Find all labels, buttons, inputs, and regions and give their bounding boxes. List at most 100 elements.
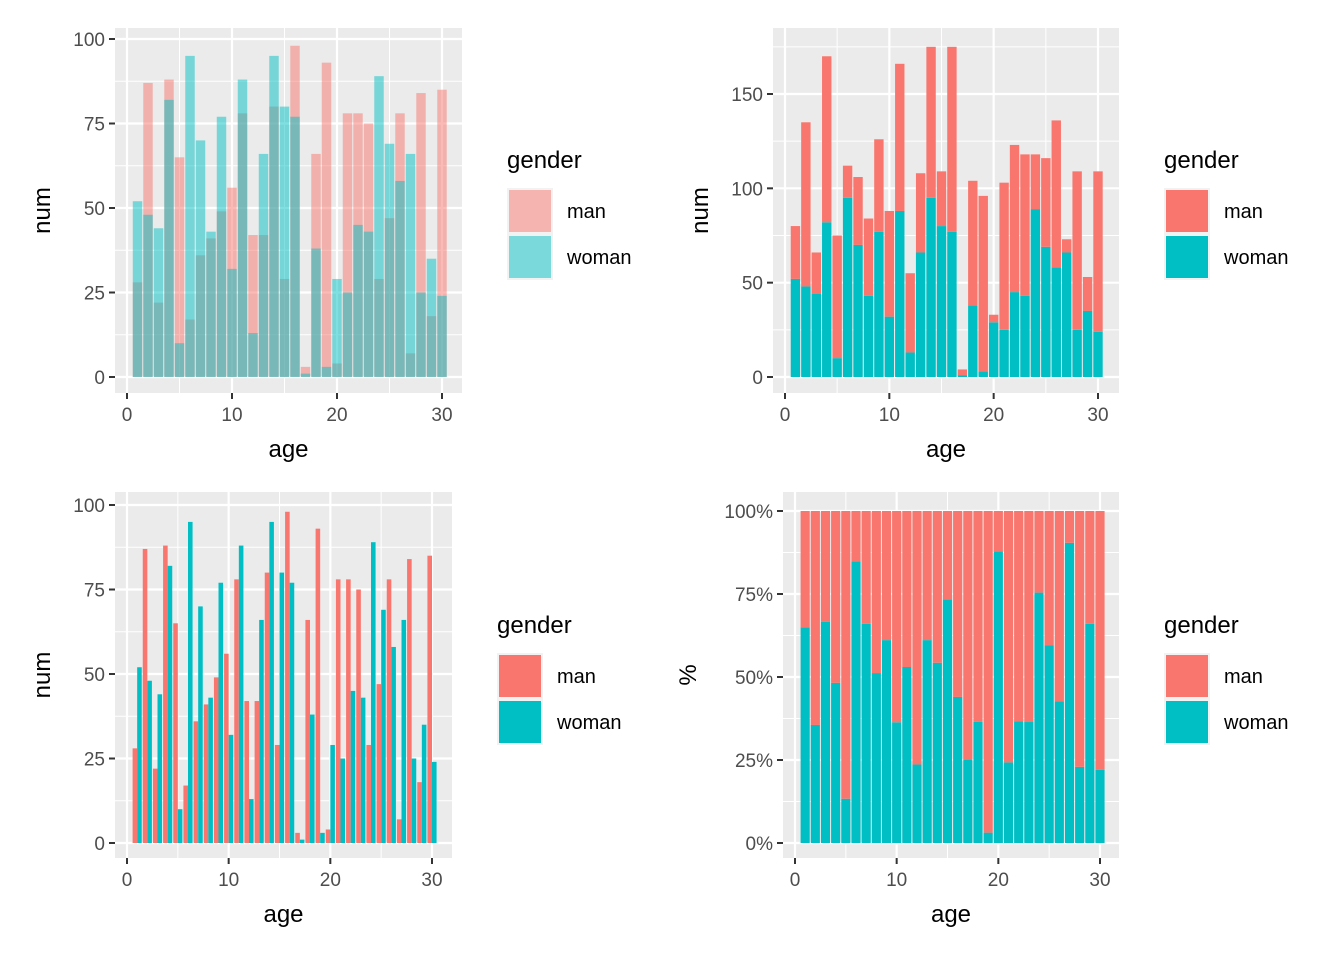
bar-man bbox=[902, 511, 912, 667]
panel-dodged: 0 25 50 75 100 0 10 20 30 age num gender man woman bbox=[29, 492, 621, 928]
bar-man bbox=[417, 782, 422, 843]
bar-woman bbox=[363, 231, 374, 377]
bar-man bbox=[963, 511, 973, 760]
bar-woman bbox=[401, 619, 407, 843]
bar-woman bbox=[290, 116, 300, 378]
bar-man bbox=[884, 210, 895, 317]
bar-woman bbox=[421, 724, 427, 843]
bar-woman bbox=[340, 758, 346, 843]
bar-man bbox=[905, 273, 915, 353]
x-tick-label: 10 bbox=[879, 405, 900, 426]
bar-man bbox=[988, 314, 999, 323]
y-tick-label: 75 bbox=[84, 581, 105, 602]
bar-man bbox=[811, 252, 821, 294]
bar-woman bbox=[411, 758, 417, 843]
bar-man bbox=[1030, 154, 1041, 210]
bar-woman bbox=[1030, 209, 1041, 377]
bar-woman bbox=[299, 839, 305, 843]
bar-woman bbox=[228, 734, 234, 843]
bar-woman bbox=[237, 79, 248, 377]
bar-man bbox=[895, 63, 905, 211]
bar-woman bbox=[1041, 246, 1051, 377]
bar-woman bbox=[912, 764, 922, 843]
x-tick-label: 30 bbox=[431, 405, 452, 426]
bar-man bbox=[295, 832, 300, 843]
x-tick-label: 20 bbox=[326, 405, 347, 426]
x-tick-label: 0 bbox=[122, 870, 133, 891]
bar-woman bbox=[800, 627, 810, 843]
bar-woman bbox=[188, 521, 193, 843]
bar-man bbox=[152, 768, 158, 843]
bar-woman bbox=[1014, 721, 1024, 843]
bar-man bbox=[142, 548, 148, 843]
legend-title: gender bbox=[497, 612, 572, 639]
bar-woman bbox=[926, 197, 936, 377]
bar-woman bbox=[999, 329, 1009, 377]
x-tick-label: 30 bbox=[1087, 405, 1108, 426]
bar-man bbox=[305, 619, 310, 843]
bar-woman bbox=[353, 224, 363, 377]
bar-woman bbox=[147, 680, 152, 843]
bar-man bbox=[851, 511, 861, 562]
legend-key-woman bbox=[1166, 701, 1208, 743]
bar-man bbox=[942, 511, 953, 600]
bar-woman bbox=[350, 690, 356, 843]
x-tick-label: 20 bbox=[988, 870, 1009, 891]
legend: gender man woman bbox=[507, 147, 631, 280]
legend-key-man bbox=[1166, 655, 1208, 697]
bar-man bbox=[234, 579, 239, 843]
legend: gender man woman bbox=[1164, 612, 1288, 745]
x-axis-title: age bbox=[268, 436, 308, 463]
bar-woman bbox=[310, 714, 315, 843]
legend-label-woman: woman bbox=[1223, 712, 1288, 734]
bar-man bbox=[853, 177, 863, 245]
bar-woman bbox=[374, 76, 384, 378]
y-axis: 0 50 100 150 bbox=[731, 85, 773, 389]
bar-woman bbox=[321, 366, 332, 377]
bar-man bbox=[321, 62, 332, 377]
bar-man bbox=[437, 89, 447, 377]
bar-woman bbox=[1051, 267, 1061, 377]
bar-man bbox=[881, 511, 892, 641]
bar-woman bbox=[227, 268, 237, 377]
bar-man bbox=[922, 511, 932, 641]
bar-woman bbox=[1020, 295, 1030, 377]
bar-woman bbox=[384, 143, 395, 377]
bar-woman bbox=[330, 744, 335, 843]
bar-woman bbox=[258, 153, 269, 377]
bar-woman bbox=[922, 640, 932, 843]
bar-woman bbox=[822, 222, 832, 377]
bar-woman bbox=[884, 316, 895, 377]
bar-woman bbox=[892, 722, 902, 843]
bar-woman bbox=[311, 248, 321, 377]
bar-man bbox=[841, 511, 851, 799]
bar-man bbox=[1082, 277, 1093, 311]
bar-woman bbox=[1003, 762, 1014, 843]
bar-woman bbox=[177, 809, 183, 843]
bar-woman bbox=[432, 761, 437, 843]
y-axis-title: num bbox=[29, 652, 56, 699]
bar-man bbox=[842, 165, 853, 198]
bar-man bbox=[285, 511, 290, 843]
bar-man bbox=[892, 511, 902, 723]
y-tick-label: 50 bbox=[742, 274, 763, 295]
bar-man bbox=[968, 180, 978, 306]
bar-woman bbox=[801, 286, 811, 377]
bar-man bbox=[300, 366, 311, 377]
bar-woman bbox=[371, 542, 376, 843]
bar-man bbox=[832, 235, 842, 359]
bar-woman bbox=[1082, 310, 1093, 377]
bar-woman bbox=[320, 832, 325, 843]
bar-woman bbox=[279, 106, 290, 377]
y-tick-label: 0 bbox=[752, 368, 763, 389]
bar-man bbox=[1034, 511, 1044, 593]
legend-label-woman: woman bbox=[566, 247, 631, 269]
y-tick-label: 100% bbox=[724, 502, 773, 523]
bar-man bbox=[407, 559, 412, 843]
bar-woman bbox=[332, 278, 342, 377]
bar-man bbox=[366, 744, 371, 843]
y-tick-label: 75 bbox=[84, 115, 105, 136]
bar-woman bbox=[790, 278, 801, 377]
panel-overlay: 0 25 50 75 100 0 10 20 30 age num gender man woman bbox=[29, 28, 631, 463]
x-axis-title: age bbox=[263, 901, 303, 928]
